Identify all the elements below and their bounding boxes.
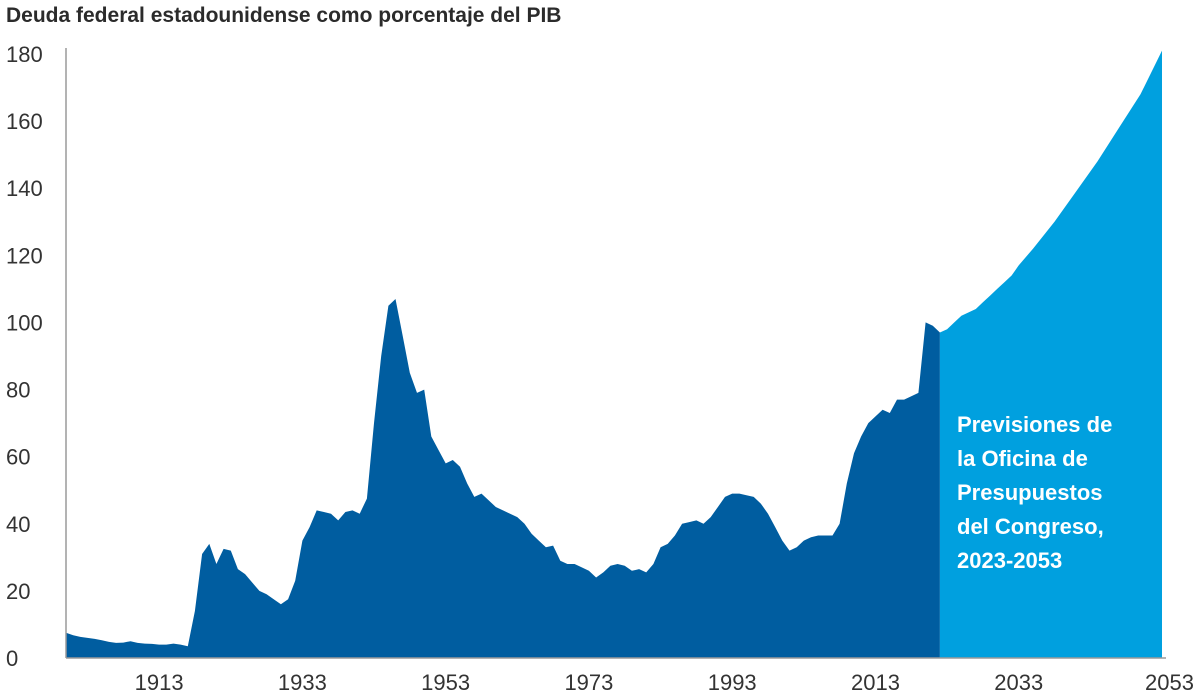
axes: 0 20 40 60 80 100 120 140 160 180 1913 1933 1953 1973… [6,42,1194,695]
annotation-line: del Congreso, [957,514,1104,539]
x-tick-label: 1993 [708,670,757,695]
annotation: Previsiones de la Oficina de Presupuestos d… [957,412,1112,573]
annotation-line: Previsiones de [957,412,1112,437]
y-tick-label: 180 [6,42,43,67]
y-tick-label: 0 [6,646,18,671]
y-tick-label: 60 [6,445,30,470]
area-layer [66,50,1162,659]
chart-title: Deuda federal estadounidense como porcen… [6,4,562,27]
y-tick-label: 100 [6,310,43,335]
historical-area [66,299,940,658]
y-tick-label: 160 [6,109,43,134]
x-tick-label: 2053 [1145,670,1194,695]
y-tick-label: 20 [6,579,30,604]
x-tick-label: 1953 [421,670,470,695]
x-tick-label: 2013 [851,670,900,695]
annotation-line: la Oficina de [957,446,1088,471]
y-tick-label: 40 [6,512,30,537]
y-tick-label: 120 [6,243,43,268]
y-tick-label: 80 [6,378,30,403]
annotation-line: 2023-2053 [957,548,1062,573]
annotation-line: Presupuestos [957,480,1103,505]
y-tick-label: 140 [6,176,43,201]
x-tick-label: 1933 [278,670,327,695]
x-tick-label: 1973 [564,670,613,695]
x-tick-label: 1913 [135,670,184,695]
x-tick-label: 2033 [994,670,1043,695]
projection-area [939,50,1162,659]
